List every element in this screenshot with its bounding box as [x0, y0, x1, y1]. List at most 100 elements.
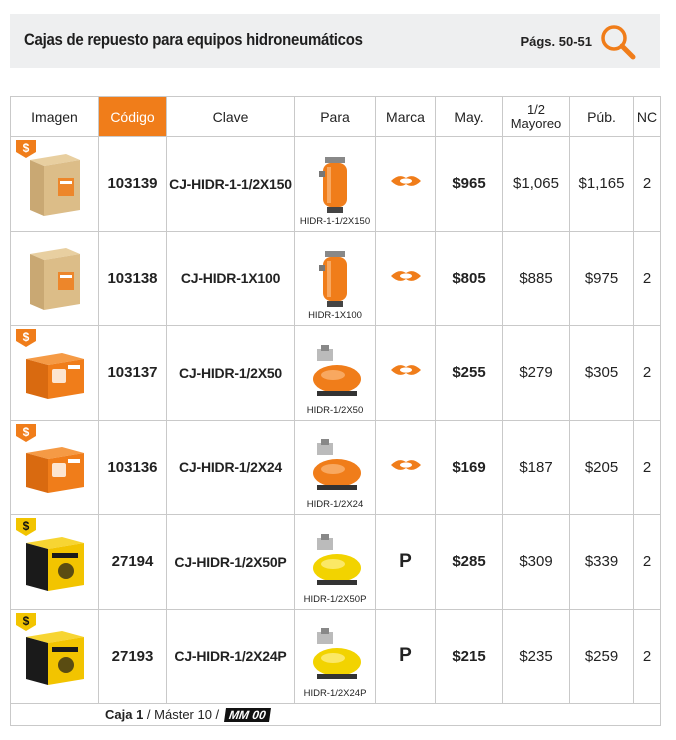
compatible-equipment-label: HIDR-1/2X50P	[303, 593, 367, 605]
price-public: $975	[569, 230, 634, 326]
truper-logo	[390, 270, 421, 281]
badge-symbol: $	[23, 425, 30, 439]
price-public: $205	[569, 419, 634, 515]
brand-cell: P	[375, 514, 436, 610]
price-badge-icon: $	[16, 140, 36, 158]
col-imagen: Imagen	[10, 96, 99, 137]
search-icon[interactable]	[598, 22, 638, 62]
brand-cell: P	[375, 608, 436, 704]
table-row[interactable]: $103137 CJ-HIDR-1/2X50 HIDR-1/2X50 $255 $279…	[10, 325, 661, 421]
table-row[interactable]: $27194 CJ-HIDR-1/2X50P HIDR-1/2X50P P $285 $3…	[10, 514, 661, 610]
pump-tank-image	[313, 533, 361, 585]
pretul-logo: P	[399, 645, 412, 667]
table-header-row: Imagen Código Clave Para Marca May. 1/2 …	[10, 96, 661, 137]
product-image-cell: $	[10, 608, 99, 704]
product-code: 27194	[98, 514, 167, 610]
product-box-image	[25, 536, 84, 591]
pump-tank-image	[313, 439, 361, 491]
product-box-image	[25, 631, 84, 686]
col-mayoreo: 1/2 Mayoreo	[502, 96, 570, 137]
product-image-cell: $	[10, 325, 99, 421]
product-code: 103136	[98, 419, 167, 515]
product-image-cell: $	[10, 514, 99, 610]
compatible-equipment-cell: HIDR-1/2X50P	[294, 514, 376, 610]
badge-symbol: $	[23, 614, 30, 628]
price-half-wholesale: $187	[502, 419, 570, 515]
product-box-image	[29, 153, 80, 216]
product-image-cell	[10, 230, 99, 326]
col-marca: Marca	[375, 96, 436, 137]
product-key: CJ-HIDR-1-1/2X150	[166, 136, 295, 232]
price-badge-icon: $	[16, 518, 36, 536]
truper-logo	[390, 459, 421, 470]
price-badge-icon: $	[16, 612, 36, 631]
compatible-equipment-cell: HIDR-1/2X24P	[294, 608, 376, 704]
col-nc: NC	[633, 96, 661, 137]
truper-logo	[390, 176, 421, 187]
price-wholesale: $965	[435, 136, 503, 232]
product-key: CJ-HIDR-1/2X24	[166, 419, 295, 515]
price-wholesale: $285	[435, 514, 503, 610]
pump-tank-image	[319, 156, 347, 213]
caja-label: Caja 1	[105, 707, 144, 722]
brand-cell	[375, 419, 436, 515]
product-key: CJ-HIDR-1X100	[166, 230, 295, 326]
brand-cell	[375, 136, 436, 232]
price-half-wholesale: $235	[502, 608, 570, 704]
price-public: $259	[569, 608, 634, 704]
page-reference: Págs. 50-51	[520, 34, 592, 49]
compatible-equipment-label: HIDR-1/2X50	[306, 404, 364, 416]
nc-value: 2	[633, 230, 661, 326]
col-mayoreo-top: 1/2	[526, 101, 546, 117]
price-half-wholesale: $309	[502, 514, 570, 610]
table-row[interactable]: $103139 CJ-HIDR-1-1/2X150 HIDR-1-1/2X150 $9…	[10, 136, 661, 232]
badge-symbol: $	[23, 519, 30, 533]
price-half-wholesale: $885	[502, 230, 570, 326]
product-box-image	[25, 447, 84, 494]
brand-cell	[375, 325, 436, 421]
nc-value: 2	[633, 325, 661, 421]
product-image-cell: $	[10, 136, 99, 232]
table-row[interactable]: 103138 CJ-HIDR-1X100 HIDR-1X100 $805 $885 $97…	[10, 230, 661, 326]
product-key: CJ-HIDR-1/2X50	[166, 325, 295, 421]
col-codigo[interactable]: Código	[98, 96, 167, 137]
compatible-equipment-label: HIDR-1-1/2X150	[299, 215, 371, 227]
price-wholesale: $805	[435, 230, 503, 326]
mm-tag: MM 00	[223, 708, 271, 722]
col-clave: Clave	[166, 96, 295, 137]
brand-cell	[375, 230, 436, 326]
product-code: 103137	[98, 325, 167, 421]
packing-info: Caja 1 / Máster 10 / MM 00	[10, 703, 661, 726]
price-public: $339	[569, 514, 634, 610]
truper-logo	[390, 365, 421, 376]
product-box-image	[29, 248, 80, 311]
price-half-wholesale: $279	[502, 325, 570, 421]
compatible-equipment-cell: HIDR-1/2X24	[294, 419, 376, 515]
nc-value: 2	[633, 608, 661, 704]
table-row[interactable]: $27193 CJ-HIDR-1/2X24P HIDR-1/2X24P P $215 $2…	[10, 608, 661, 704]
price-wholesale: $255	[435, 325, 503, 421]
compatible-equipment-label: HIDR-1X100	[308, 310, 362, 321]
table-row[interactable]: $103136 CJ-HIDR-1/2X24 HIDR-1/2X24 $169 $187…	[10, 419, 661, 515]
price-public: $305	[569, 325, 634, 421]
col-para: Para	[294, 96, 376, 137]
master-label: / Máster 10 /	[143, 707, 223, 722]
col-mayoreo-bottom: Mayoreo	[510, 115, 562, 131]
pump-tank-image	[313, 344, 361, 396]
price-wholesale: $169	[435, 419, 503, 515]
pretul-logo: P	[399, 550, 412, 572]
page-title: Cajas de repuesto para equipos hidroneum…	[24, 30, 363, 49]
product-box-image	[25, 352, 84, 399]
price-badge-icon: $	[16, 329, 36, 347]
price-badge-icon: $	[16, 423, 36, 442]
header-bar: Cajas de repuesto para equipos hidroneum…	[10, 14, 660, 68]
col-pub: Púb.	[569, 96, 634, 137]
product-code: 27193	[98, 608, 167, 704]
col-may: May.	[435, 96, 503, 137]
compatible-equipment-label: HIDR-1/2X24	[306, 499, 364, 510]
compatible-equipment-cell: HIDR-1X100	[294, 230, 376, 326]
nc-value: 2	[633, 514, 661, 610]
product-code: 103139	[98, 136, 167, 232]
nc-value: 2	[633, 136, 661, 232]
compatible-equipment-cell: HIDR-1-1/2X150	[294, 136, 376, 232]
